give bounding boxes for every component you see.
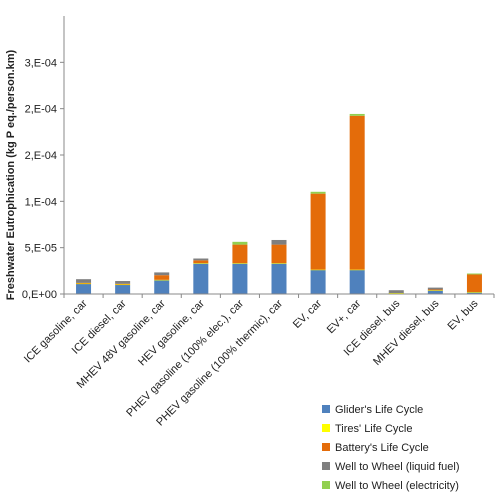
- legend-swatch: [322, 481, 330, 489]
- bar-segment: [76, 279, 92, 283]
- bars: [76, 113, 482, 294]
- legend-swatch: [322, 424, 330, 432]
- x-tick-label: EV+, car: [325, 297, 364, 336]
- legend-swatch: [322, 405, 330, 413]
- x-tick-label: MHEV diesel, bus: [371, 297, 442, 368]
- legend-entry: Tires' Life Cycle: [335, 423, 413, 435]
- bar-segment: [193, 263, 209, 264]
- y-tick-label: 2,E-04: [25, 150, 57, 162]
- bar-segment: [310, 269, 326, 271]
- bar-segment: [310, 191, 326, 194]
- bar-segment: [115, 284, 131, 294]
- bar-segment: [349, 115, 365, 270]
- y-axis-ticks: 0,E+00 5,E-05 1,E-04 2,E-04 2,E-04 3,E-04: [22, 57, 64, 301]
- x-tick-label: HEV gasoline, car: [136, 297, 207, 368]
- bar-segment: [388, 290, 404, 293]
- y-tick-label: 2,E-04: [25, 104, 57, 116]
- bar-segment: [466, 274, 482, 293]
- bar-segment: [76, 282, 92, 284]
- bar-segment: [310, 193, 326, 270]
- y-tick-label: 1,E-04: [25, 196, 57, 208]
- bar-segment: [310, 269, 326, 294]
- bar-segment: [115, 284, 131, 286]
- bar-segment: [76, 283, 92, 294]
- bar-segment: [349, 269, 365, 271]
- legend-entry: Glider's Life Cycle: [335, 404, 423, 416]
- bar-segment: [427, 290, 443, 291]
- bar-segment: [271, 263, 287, 294]
- y-tick-label: 3,E-04: [25, 57, 57, 69]
- bar-segment: [232, 263, 248, 294]
- bar-segment: [115, 283, 131, 285]
- bar-segment: [271, 244, 287, 264]
- bar-segment: [193, 260, 209, 264]
- x-tick-label: EV, bus: [446, 297, 481, 332]
- bar-segment: [349, 269, 365, 294]
- legend-swatch: [322, 443, 330, 451]
- bar-segment: [466, 292, 482, 294]
- bar-segment: [427, 290, 443, 294]
- bar-segment: [271, 239, 287, 245]
- bar-segment: [154, 280, 170, 294]
- bar-segment: [271, 263, 287, 264]
- bar-segment: [427, 289, 443, 291]
- bar-segment: [115, 281, 131, 284]
- bar-segment: [193, 258, 209, 261]
- legend: Glider's Life Cycle Tires' Life Cycle Batt…: [322, 404, 460, 492]
- bar-segment: [76, 283, 92, 285]
- axes: [63, 16, 495, 298]
- bar-segment: [466, 292, 482, 293]
- y-tick-label: 0,E+00: [22, 289, 57, 301]
- bar-segment: [232, 263, 248, 264]
- legend-entry: Well to Wheel (liquid fuel): [335, 461, 460, 473]
- y-axis-label: Freshwater Eutrophication (kg P eq./pers…: [5, 49, 17, 300]
- legend-entry: Battery's Life Cycle: [335, 442, 429, 454]
- x-tick-label: EV, car: [291, 297, 325, 331]
- bar-segment: [154, 279, 170, 281]
- bar-segment: [427, 287, 443, 290]
- legend-swatch: [322, 462, 330, 470]
- bar-segment: [193, 263, 209, 294]
- bar-segment: [154, 272, 170, 276]
- bar-segment: [466, 273, 482, 275]
- y-axis-title: Freshwater Eutrophication (kg P eq./pers…: [5, 49, 17, 300]
- bar-segment: [232, 241, 248, 245]
- legend-entry: Well to Wheel (electricity): [335, 480, 459, 492]
- bar-segment: [232, 244, 248, 264]
- bar-segment: [154, 275, 170, 280]
- bar-segment: [388, 292, 404, 294]
- bar-segment: [349, 113, 365, 116]
- y-tick-label: 5,E-05: [25, 243, 57, 255]
